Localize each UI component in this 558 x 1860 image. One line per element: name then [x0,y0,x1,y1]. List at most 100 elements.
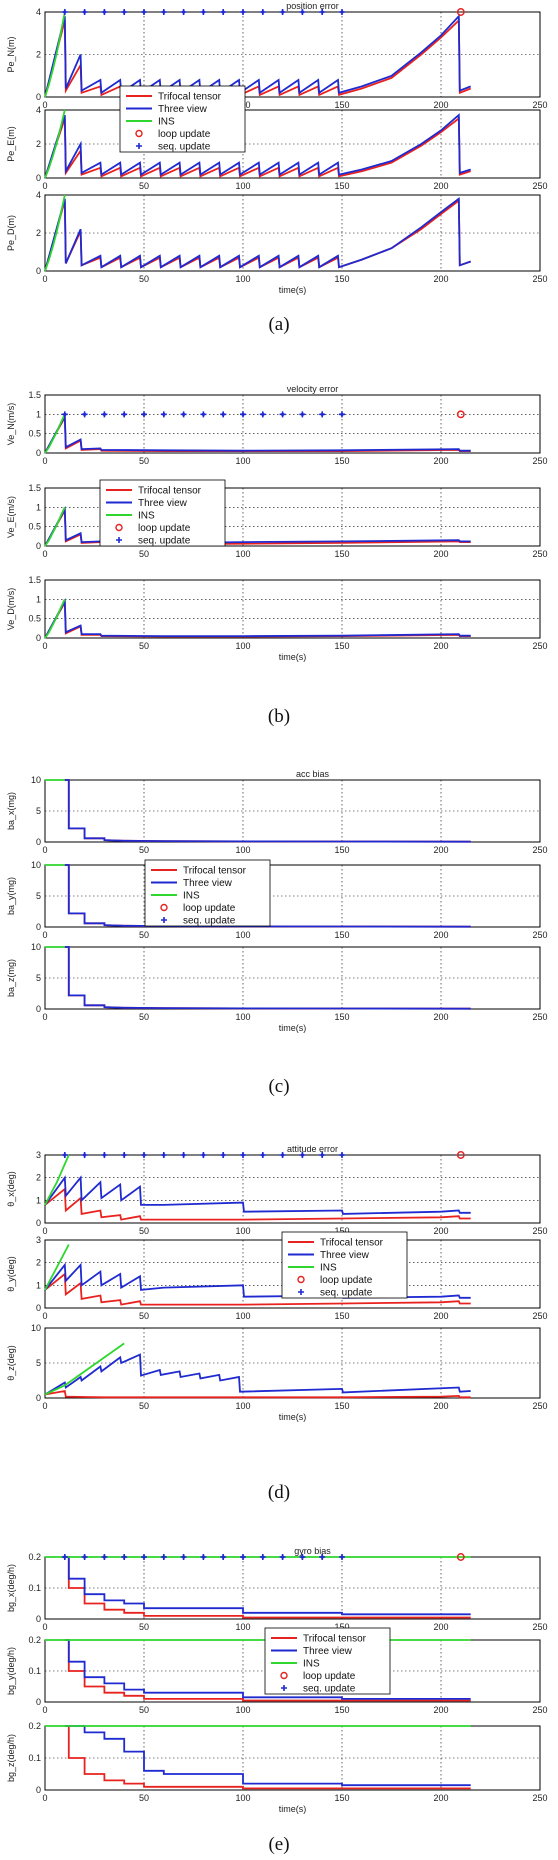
loop-update-marker [456,1151,465,1159]
x-tick-label: 0 [42,549,47,559]
subplot-3: 0 50 100 150 200 250 0 2 4 Pe_D(m) time(s) [6,190,548,295]
series-line-trifocal-tensor [64,1556,471,1619]
legend-label: seq. update [158,142,211,153]
y-tick-label: 0 [36,633,41,643]
legend-label: INS [303,1659,320,1670]
y-tick-label: 1.5 [28,483,41,493]
series-line-ins [44,1154,70,1206]
x-tick-label: 150 [334,1311,349,1321]
y-tick-label: 5 [36,806,41,816]
y-axis-label: θ_z(deg) [6,1345,16,1381]
x-tick-label: 150 [334,1226,349,1236]
y-tick-label: 1.5 [28,575,41,585]
seq-update-marker-dot [63,10,67,14]
legend-swatch [298,1289,304,1295]
x-tick-label: 150 [334,930,349,940]
figure-caption: (c) [268,1076,289,1097]
x-tick-label: 250 [532,100,547,110]
x-tick-label: 50 [139,1705,149,1715]
series-line-trifocal-tensor [44,1272,471,1306]
y-axis-label: Ve_E(m/s) [6,496,16,538]
seq-update-marker-dot [261,1153,265,1157]
y-tick-label: 1 [36,409,41,419]
seq-update-marker-dot [142,1555,146,1559]
legend-label: seq. update [183,916,236,927]
legend-swatch [297,1275,305,1284]
legend-label: loop update [158,129,211,140]
x-tick-label: 200 [433,1226,448,1236]
y-tick-label: 5 [36,891,41,901]
seq-update-marker-dot [281,412,285,416]
x-tick-label: 100 [235,1622,250,1632]
x-tick-label: 200 [433,930,448,940]
x-tick-label: 200 [433,641,448,651]
x-tick-label: 150 [334,100,349,110]
x-tick-label: 250 [532,456,547,466]
y-tick-label: 2 [36,1173,41,1183]
x-tick-label: 50 [139,1401,149,1411]
subplot-1: 0 50 100 150 200 250 0 0.1 0.2 bg_x(deg/h) gyro bi… [6,1546,548,1632]
x-tick-label: 50 [139,549,149,559]
y-tick-label: 0.2 [28,1552,41,1562]
y-tick-label: 4 [36,7,41,17]
x-tick-label: 250 [532,1311,547,1321]
y-axis-label: Pe_E(m) [6,126,16,162]
seq-update-marker-dot [261,10,265,14]
x-tick-label: 150 [334,641,349,651]
x-tick-label: 250 [532,930,547,940]
x-tick-label: 250 [532,1705,547,1715]
y-tick-label: 0 [36,1697,41,1707]
y-tick-label: 5 [36,1358,41,1368]
figure-caption: (d) [268,1482,290,1503]
y-axis-label: Ve_D(m/s) [6,588,16,631]
seq-update-marker-dot [320,412,324,416]
x-tick-label: 250 [532,1226,547,1236]
legend-label: seq. update [138,536,191,547]
x-axis-label: time(s) [279,1412,307,1422]
seq-update-marker-dot [142,1153,146,1157]
x-tick-label: 150 [334,1012,349,1022]
seq-update-marker-dot [281,1153,285,1157]
seq-update-marker-dot [340,412,344,416]
seq-update-marker-dot [102,412,106,416]
x-tick-label: 200 [433,456,448,466]
series-line-three-view [64,779,471,843]
series-line-ins [44,194,66,272]
seq-update-marker-dot [241,412,245,416]
x-tick-label: 50 [139,930,149,940]
x-tick-label: 250 [532,641,547,651]
x-tick-label: 200 [433,845,448,855]
y-axis-label: bg_z(deg/h) [6,1734,16,1782]
y-tick-label: 0 [36,837,41,847]
chart-e: 0 50 100 150 200 250 0 0.1 0.2 bg_x(deg/h) gyro bi… [6,1546,548,1855]
y-tick-label: 3 [36,1150,41,1160]
series-line-trifocal-tensor [64,1639,471,1702]
y-tick-label: 3 [36,1235,41,1245]
series-line-ins [44,1244,70,1291]
x-axis-label: time(s) [279,652,307,662]
y-tick-label: 0 [36,922,41,932]
x-tick-label: 100 [235,1311,250,1321]
loop-update-marker [456,8,465,16]
seq-update-marker-dot [182,1153,186,1157]
seq-update-marker-dot [102,1153,106,1157]
x-tick-label: 250 [532,845,547,855]
series-line-three-view [44,1353,471,1396]
chart-title: position error [286,1,339,11]
legend-swatch [116,537,122,543]
y-tick-label: 10 [31,1323,41,1333]
series-line-trifocal-tensor [44,1389,471,1399]
x-tick-label: 250 [532,1401,547,1411]
legend-label: Three view [320,1250,370,1261]
x-tick-label: 150 [334,181,349,191]
series-line-three-view [44,197,471,272]
y-tick-label: 5 [36,973,41,983]
series-line-three-view [64,1556,471,1616]
y-axis-label: bg_x(deg/h) [6,1564,16,1612]
x-tick-label: 50 [139,1311,149,1321]
seq-update-marker-dot [83,1555,87,1559]
subplot-3: 0 50 100 150 200 250 0 5 10 θ_z(deg) time(s) [6,1323,548,1422]
y-tick-label: 1 [36,1195,41,1205]
